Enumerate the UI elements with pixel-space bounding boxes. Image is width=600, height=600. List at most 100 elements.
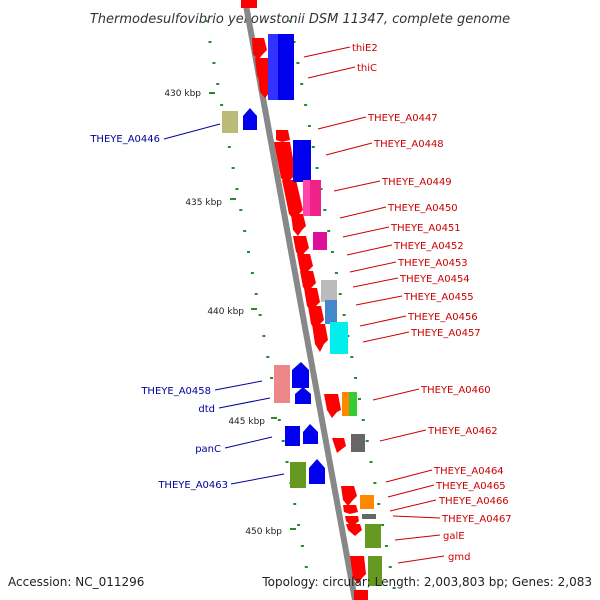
leader-line [307, 66, 356, 79]
minor-tick [243, 230, 247, 232]
gene-label-THEYE_A0447: THEYE_A0447 [367, 113, 438, 124]
scale-label: 430 kbp [164, 89, 201, 99]
leader-line [392, 515, 441, 519]
gene-arrow [291, 214, 306, 236]
minor-tick [373, 482, 377, 484]
gene-block-olive [290, 462, 306, 488]
minor-tick [354, 377, 358, 379]
left-leaders [163, 123, 285, 485]
gene-label-THEYE_A0463: THEYE_A0463 [157, 480, 228, 491]
minor-tick [384, 545, 388, 547]
feature-bar-darkgrey [362, 514, 376, 519]
leader-line [317, 116, 367, 130]
leader-line [387, 484, 435, 498]
gene-arrow [276, 130, 290, 142]
minor-tick [296, 62, 300, 64]
gene-arrow [252, 38, 267, 60]
right-leaders [303, 46, 445, 564]
leader-line [218, 397, 271, 409]
gene-label-gmd: gmd [448, 552, 470, 563]
minor-tick [220, 104, 224, 106]
feature-bar-orange [342, 392, 349, 416]
minor-tick [262, 335, 266, 337]
minor-tick [281, 440, 285, 442]
minor-tick [227, 146, 231, 148]
feature-bar-darkgrey [351, 434, 365, 452]
minor-tick [204, 20, 208, 22]
gene-label-dtd: dtd [198, 404, 215, 415]
scale-label: 440 kbp [207, 307, 244, 317]
minor-tick [307, 125, 311, 127]
gene-arrow [282, 180, 303, 220]
feature-bar-orange [360, 495, 374, 509]
minor-tick [334, 272, 338, 274]
minor-tick [250, 272, 254, 274]
feature-bar-blue [268, 34, 278, 100]
gene-label-THEYE_A0454: THEYE_A0454 [399, 274, 470, 285]
gene-block-khaki [222, 111, 238, 133]
minor-tick [270, 377, 274, 379]
forward-genes [241, 0, 368, 600]
gene-label-THEYE_A0467: THEYE_A0467 [441, 514, 512, 525]
leader-line [362, 331, 410, 343]
gene-arrow [345, 516, 359, 527]
scale-label: 445 kbp [228, 417, 265, 427]
right-gene-labels: thiE2 thiC THEYE_A0447 THEYE_A0448 THEYE… [352, 43, 512, 563]
gene-label-THEYE_A0457: THEYE_A0457 [410, 328, 481, 339]
minor-tick [300, 545, 304, 547]
leader-line [224, 436, 273, 449]
gene-block [354, 590, 368, 600]
leader-line [379, 429, 427, 442]
minor-tick [369, 461, 373, 463]
leader-line [346, 244, 393, 256]
leader-line [394, 534, 441, 541]
minor-tick [365, 440, 369, 442]
gene-arrow [350, 556, 366, 584]
minor-tick [216, 83, 220, 85]
map-title: Thermodesulfovibrio yellowstonii DSM 113… [90, 12, 510, 27]
gene-arrow-reverse [303, 424, 318, 444]
leader-line [385, 469, 433, 483]
minor-tick [358, 398, 361, 400]
leader-line [303, 46, 351, 58]
gene-arrow-reverse [243, 108, 257, 130]
minor-tick [208, 41, 212, 43]
leader-line [372, 388, 420, 401]
gene-arrow-reverse [292, 362, 309, 388]
minor-tick [231, 167, 235, 169]
gene-arrow [341, 486, 357, 506]
feature-bar-green [349, 392, 357, 416]
minor-tick [285, 461, 289, 463]
gene-arrow [332, 438, 346, 453]
genome-summary-text: Topology: circular; Length: 2,003,803 bp… [261, 575, 592, 589]
minor-tick [327, 230, 331, 232]
minor-tick [361, 419, 365, 421]
gene-label-thiE2: thiE2 [352, 43, 378, 54]
accession-text: Accession: NC_011296 [8, 575, 144, 589]
minor-tick [381, 524, 385, 526]
leader-line [230, 473, 285, 485]
gene-label-THEYE_A0458: THEYE_A0458 [140, 386, 211, 397]
gene-arrow-reverse [309, 459, 325, 484]
minor-tick [388, 566, 392, 568]
gene-arrow [300, 271, 316, 293]
gene-block-pink [274, 365, 290, 403]
feature-bar-pink [303, 180, 310, 216]
minor-tick [377, 503, 381, 505]
leader-line [163, 123, 221, 140]
reverse-genes [222, 108, 325, 488]
minor-tick [392, 587, 396, 589]
gene-label-THEYE_A0462: THEYE_A0462 [427, 426, 498, 437]
gene-label-galE: galE [443, 531, 465, 542]
feature-bar-steelblue [325, 300, 337, 324]
gene-arrow [324, 394, 341, 418]
gene-arrow [297, 254, 313, 276]
minor-tick [338, 293, 342, 295]
gene-label-THEYE_A0449: THEYE_A0449 [381, 177, 452, 188]
leader-line [352, 277, 399, 288]
gene-label-THEYE_A0450: THEYE_A0450 [387, 203, 458, 214]
scale-label: 435 kbp [185, 198, 222, 208]
leader-line [333, 180, 381, 192]
gene-block-blue [285, 426, 300, 446]
leader-line [359, 315, 407, 327]
